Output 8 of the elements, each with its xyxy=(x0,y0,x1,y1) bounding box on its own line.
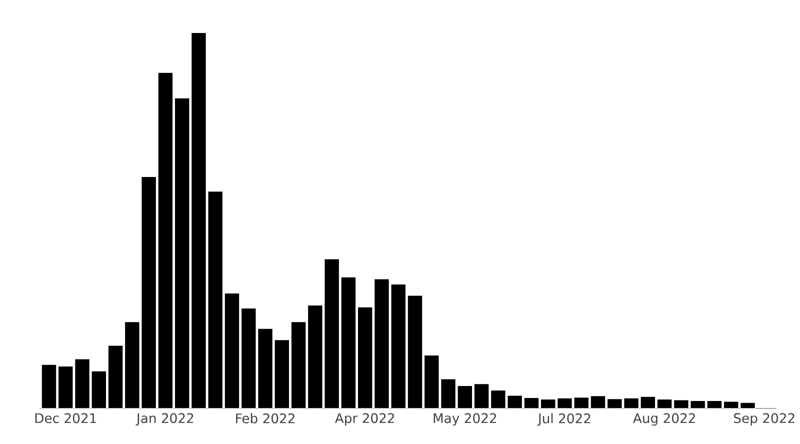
x-tick-label: Sep 2022 xyxy=(734,413,794,426)
x-tick-label: Aug 2022 xyxy=(632,413,695,426)
x-tick-label: Feb 2022 xyxy=(236,413,294,424)
x-tick-label: May 2022 xyxy=(434,413,496,426)
x-tick-label: Jul 2022 xyxy=(537,413,590,426)
x-tick-label: Jan 2022 xyxy=(136,413,194,426)
x-tick-label: Apr 2022 xyxy=(334,413,394,426)
x-tick-label: Dec 2021 xyxy=(35,413,96,424)
